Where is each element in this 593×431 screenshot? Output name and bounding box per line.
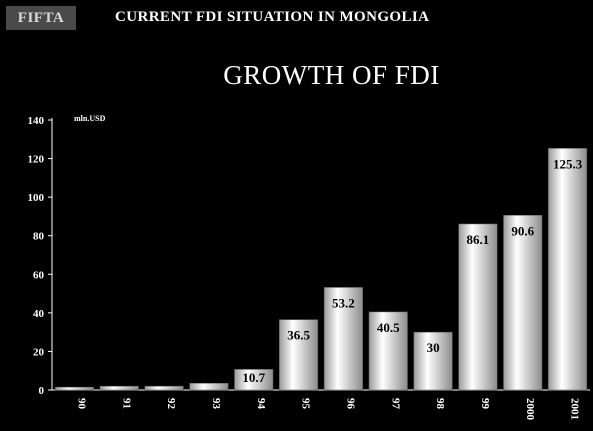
bar-92 <box>144 385 184 391</box>
y-tick-label: 60 <box>33 269 45 281</box>
x-tick-label-94: 94 <box>255 398 267 410</box>
data-label-2001: 125.3 <box>553 156 583 171</box>
bar-93 <box>189 383 229 391</box>
x-tick-label-99: 99 <box>479 398 491 410</box>
x-tick-label-98: 98 <box>434 398 446 410</box>
bar-95 <box>279 319 319 391</box>
chart-title: GROWTH OF FDI <box>223 60 440 90</box>
y-tick-label: 80 <box>33 231 45 243</box>
x-tick-label-90: 90 <box>75 398 87 410</box>
bar-98 <box>413 331 453 391</box>
data-label-98: 30 <box>427 340 440 355</box>
bar-96 <box>323 287 363 391</box>
x-tick-label-93: 93 <box>210 398 222 410</box>
bar-2001 <box>548 148 588 391</box>
x-tick-label-96: 96 <box>344 398 356 410</box>
data-label-99: 86.1 <box>467 232 490 247</box>
data-label-96: 53.2 <box>332 295 355 310</box>
bar-97 <box>368 311 408 391</box>
data-label-95: 36.5 <box>287 328 310 343</box>
x-tick-label-92: 92 <box>165 398 177 410</box>
y-tick-label: 20 <box>33 346 45 358</box>
plot-area: 0 20 40 60 80 100 120 140 mln.USD 90 91 92 93 10.7 94 3… <box>28 114 590 421</box>
y-tick-label: 140 <box>28 115 45 127</box>
page-title: CURRENT FDI SITUATION IN MONGOLIA <box>115 9 430 25</box>
bar-94 <box>234 369 274 391</box>
x-tick-label-97: 97 <box>389 398 401 410</box>
data-label-2000: 90.6 <box>511 223 534 238</box>
bar-2000 <box>503 215 543 391</box>
bar-91 <box>99 385 139 391</box>
bar-90 <box>54 386 94 391</box>
y-tick-label: 100 <box>28 192 45 204</box>
x-tick-label-2000: 2000 <box>524 398 536 421</box>
x-tick-label-2001: 2001 <box>569 398 581 420</box>
x-tick-label-91: 91 <box>120 398 132 409</box>
data-label-97: 40.5 <box>377 320 400 335</box>
y-unit-label: mln.USD <box>74 114 106 123</box>
data-label-94: 10.7 <box>242 370 265 385</box>
y-tick-label: 40 <box>33 308 45 320</box>
x-tick-label-95: 95 <box>300 398 312 410</box>
y-tick-label: 0 <box>39 385 45 397</box>
logo-badge: FIFTA <box>6 6 76 30</box>
y-tick-label: 120 <box>28 154 45 166</box>
bar-99 <box>458 223 498 391</box>
